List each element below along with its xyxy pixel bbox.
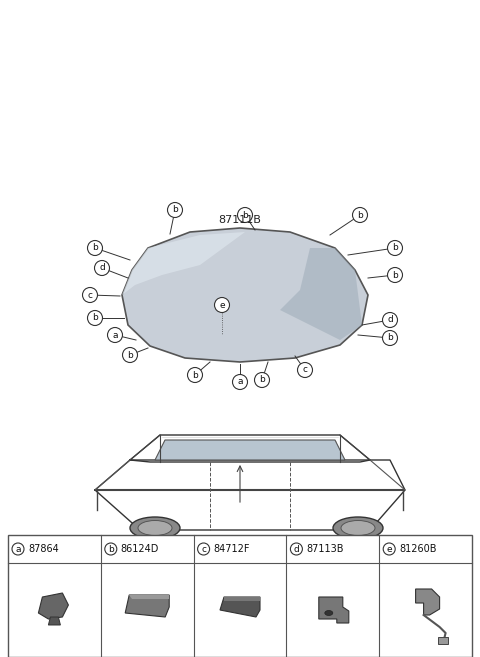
Text: b: b bbox=[92, 244, 98, 252]
Circle shape bbox=[254, 373, 269, 388]
Text: b: b bbox=[92, 313, 98, 323]
Circle shape bbox=[198, 543, 210, 555]
Polygon shape bbox=[155, 440, 345, 460]
Ellipse shape bbox=[130, 517, 180, 539]
Ellipse shape bbox=[138, 520, 172, 535]
Polygon shape bbox=[280, 248, 362, 340]
Text: b: b bbox=[387, 334, 393, 342]
Circle shape bbox=[383, 313, 397, 327]
Ellipse shape bbox=[341, 520, 375, 535]
Text: a: a bbox=[112, 330, 118, 340]
Polygon shape bbox=[319, 597, 349, 623]
Circle shape bbox=[87, 311, 103, 325]
Text: b: b bbox=[392, 244, 398, 252]
Circle shape bbox=[87, 240, 103, 256]
Circle shape bbox=[352, 208, 368, 223]
FancyBboxPatch shape bbox=[18, 378, 462, 622]
Text: e: e bbox=[219, 300, 225, 309]
Text: a: a bbox=[15, 545, 21, 553]
Text: 84712F: 84712F bbox=[214, 544, 250, 554]
Circle shape bbox=[298, 363, 312, 378]
Polygon shape bbox=[122, 232, 245, 295]
Circle shape bbox=[188, 367, 203, 382]
Circle shape bbox=[215, 298, 229, 313]
Circle shape bbox=[383, 330, 397, 346]
Polygon shape bbox=[48, 617, 60, 625]
Text: b: b bbox=[259, 376, 265, 384]
Circle shape bbox=[12, 543, 24, 555]
Polygon shape bbox=[122, 228, 368, 362]
Bar bbox=[8, 535, 472, 657]
Text: c: c bbox=[302, 365, 308, 374]
Polygon shape bbox=[220, 597, 260, 617]
Text: b: b bbox=[242, 210, 248, 219]
Text: c: c bbox=[87, 290, 93, 300]
Text: b: b bbox=[392, 271, 398, 279]
Text: e: e bbox=[386, 545, 392, 553]
Circle shape bbox=[232, 374, 248, 390]
Text: b: b bbox=[172, 206, 178, 214]
Text: d: d bbox=[387, 315, 393, 325]
Text: b: b bbox=[192, 371, 198, 380]
Circle shape bbox=[108, 327, 122, 342]
Polygon shape bbox=[224, 597, 260, 601]
Ellipse shape bbox=[333, 517, 383, 539]
Text: 81260B: 81260B bbox=[399, 544, 437, 554]
Text: a: a bbox=[237, 378, 243, 386]
Circle shape bbox=[168, 202, 182, 217]
Polygon shape bbox=[416, 589, 440, 615]
Polygon shape bbox=[38, 593, 69, 619]
Text: b: b bbox=[127, 350, 133, 359]
Text: d: d bbox=[294, 545, 299, 553]
Text: c: c bbox=[201, 545, 206, 553]
Circle shape bbox=[105, 543, 117, 555]
Polygon shape bbox=[125, 595, 169, 617]
Circle shape bbox=[238, 208, 252, 223]
Polygon shape bbox=[129, 595, 169, 599]
Text: 87864: 87864 bbox=[28, 544, 59, 554]
Circle shape bbox=[387, 267, 403, 283]
Text: 87111B: 87111B bbox=[218, 215, 262, 225]
Text: 87113B: 87113B bbox=[306, 544, 344, 554]
Bar bbox=[438, 637, 447, 644]
Circle shape bbox=[290, 543, 302, 555]
Circle shape bbox=[95, 260, 109, 275]
Circle shape bbox=[83, 288, 97, 302]
Text: d: d bbox=[99, 263, 105, 273]
Text: b: b bbox=[357, 210, 363, 219]
Circle shape bbox=[387, 240, 403, 256]
Text: b: b bbox=[108, 545, 114, 553]
Ellipse shape bbox=[325, 610, 333, 616]
Circle shape bbox=[122, 348, 137, 363]
Text: 86124D: 86124D bbox=[121, 544, 159, 554]
Circle shape bbox=[383, 543, 395, 555]
